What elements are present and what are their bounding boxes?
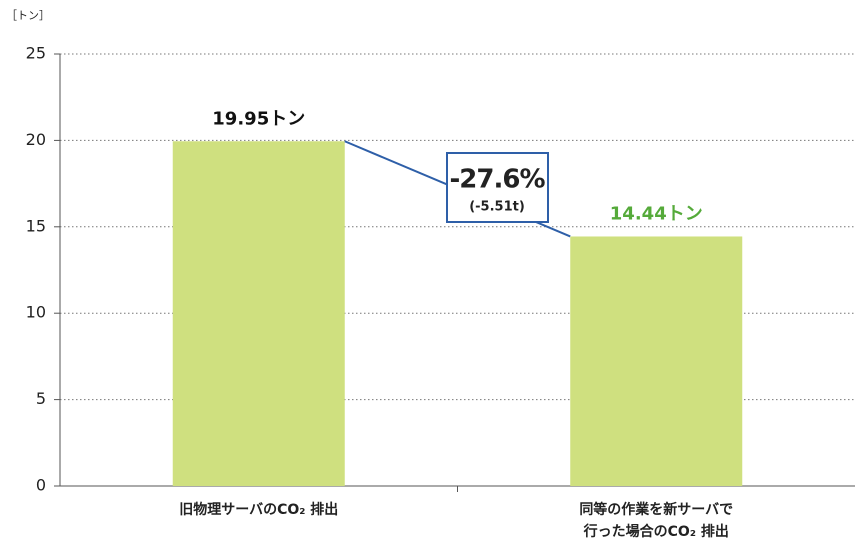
value-label: 19.95トン bbox=[212, 108, 305, 129]
x-tick-label: 旧物理サーバのCO₂ 排出 bbox=[179, 501, 338, 518]
annotation-subtext: (-5.51t) bbox=[469, 200, 525, 215]
x-tick-label: 同等の作業を新サーバで行った場合のCO₂ 排出 bbox=[579, 501, 733, 540]
y-axis-label: ［トン］ bbox=[6, 9, 50, 22]
annotation-text: -27.6% bbox=[450, 165, 546, 195]
y-tick-label: 0 bbox=[36, 476, 46, 495]
bar bbox=[570, 236, 743, 486]
y-tick-label: 20 bbox=[26, 130, 46, 149]
value-label: 14.44トン bbox=[610, 203, 703, 224]
y-tick-label: 10 bbox=[26, 303, 46, 322]
bar bbox=[172, 141, 345, 486]
y-tick-label: 15 bbox=[26, 216, 46, 235]
annotation-box bbox=[446, 152, 549, 223]
y-tick-label: 5 bbox=[36, 389, 46, 408]
y-tick-label: 25 bbox=[26, 44, 46, 63]
